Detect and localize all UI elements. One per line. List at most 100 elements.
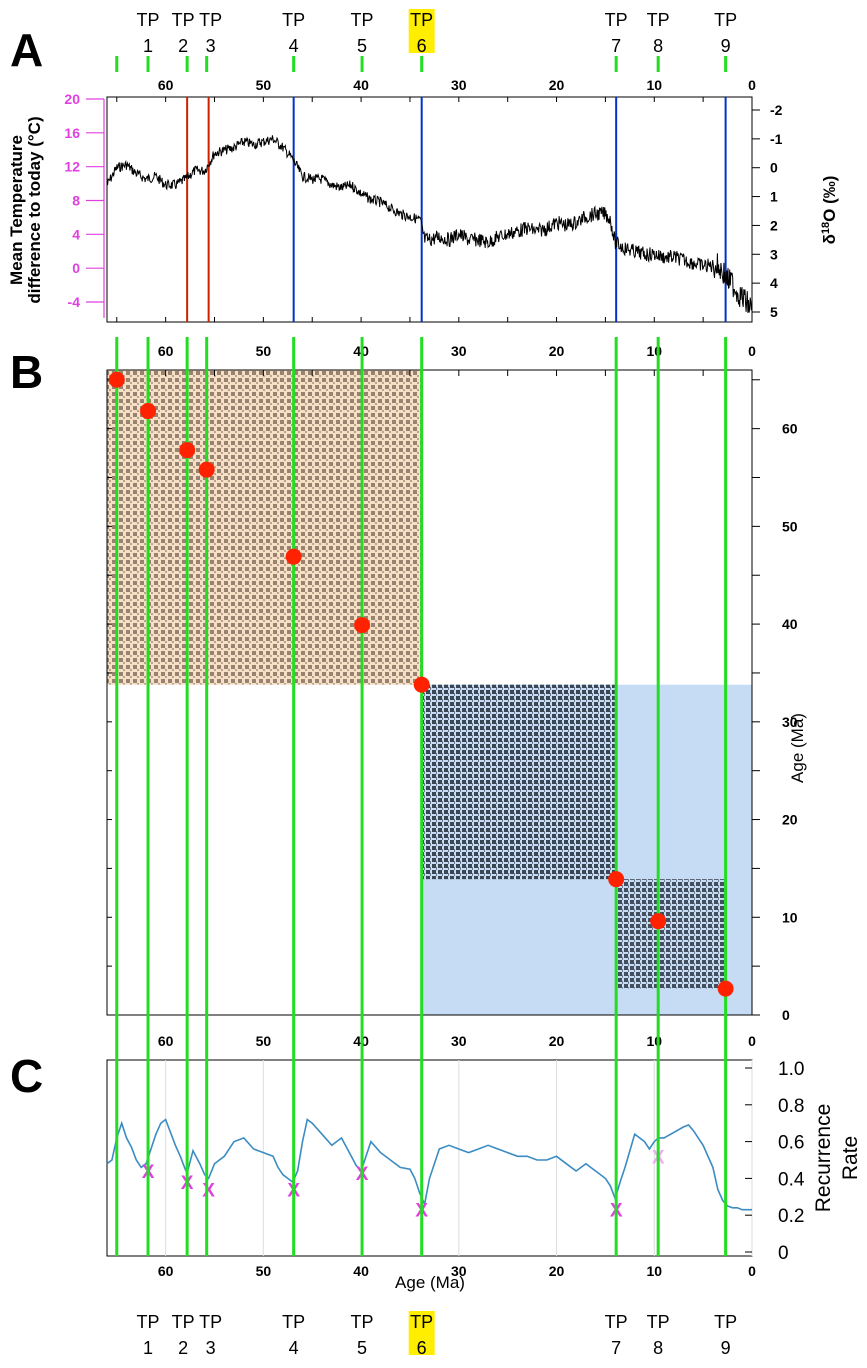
panel-label-b: B [10,346,43,398]
d18o-tick-label: 4 [770,275,778,291]
panel-a-x-tick: 10 [646,77,662,93]
d18o-tick-label: 5 [770,304,778,320]
left-axis-title-line2: difference to today (°C) [25,116,44,303]
warm-recurrence-texture [107,370,422,685]
panel-b-x-tick: 60 [158,343,174,359]
panel-a-event-lines [186,97,727,322]
tp-label-number: 2 [178,1338,188,1358]
tipping-point-dot [198,461,215,478]
temp-tick-label: 16 [64,125,80,141]
panel-b-y-tick: 0 [782,1007,790,1023]
panel-b-y-tick: 50 [782,518,798,534]
tp-label-word: TP [199,1312,222,1332]
recurrence-rate-curve [106,1118,752,1211]
panel-c-bottom-x-tick: 40 [353,1263,369,1279]
tp-label-number: 9 [721,1338,731,1358]
panel-c-bottom-x-tick: 30 [451,1263,467,1279]
panel-a-x-tick: 20 [549,77,565,93]
tp-label-word: TP [605,10,628,30]
panel-b-y-tick: 40 [782,616,798,632]
tp-label-word: TP [172,10,195,30]
tp-label-number: 1 [143,36,153,56]
panel-b-x-tick: 30 [451,343,467,359]
panel-b-right-ticks: 60 50 40 30 20 10 0 [107,379,798,1023]
tipping-point-dot [108,371,125,388]
tp-label-number: 9 [721,36,731,56]
temp-tick-label: 0 [72,260,80,276]
late-recurrence-block [616,879,726,989]
tipping-point-dot [413,676,430,693]
panel-c-y-axis-title-line2: Rate [839,1136,862,1180]
tipping-point-dot [285,548,302,565]
tp-label-word: TP [351,10,374,30]
panel-c-bottom-x-tick: 20 [549,1263,565,1279]
right-axis-title-rest: O (‰) [820,176,839,222]
tp-label-number: 1 [143,1338,153,1358]
tp-label-word: TP [605,1312,628,1332]
panel-a-frame [106,96,753,323]
tp-label-word: TP [172,1312,195,1332]
panel-c-y-tick: 0.2 [778,1206,804,1227]
panel-b-y-axis-title: Age (Ma) [788,713,807,783]
panel-c-chart: 60 50 40 30 20 10 0 60 50 40 30 20 10 0 1.0 0.8 0.6 0.4… [106,1033,862,1292]
panel-a-x-tick: 60 [158,77,174,93]
tp-label-number: 7 [611,36,621,56]
temp-tick-label: 4 [72,226,80,242]
tipping-point-dots [108,371,734,997]
panel-b-x-tick: 10 [646,343,662,359]
panel-c-y-tick: 1.0 [778,1059,804,1080]
right-axis-title: δ18O (‰) [820,176,839,245]
panel-b-frame [106,369,753,1016]
panel-c-gridlines [165,1060,753,1256]
tp-label-number: 6 [417,36,427,56]
panel-c-y-tick: 0.4 [778,1169,805,1190]
tp-labels-top: TP 1 TP 2 TP 3 TP 4 TP 5 TP 6 TP 7 TP 8 TP 9 [137,9,737,56]
panel-b-x-tick: 50 [256,343,272,359]
tp-label-number: 2 [178,36,188,56]
panel-c-top-x-tick: 50 [256,1033,272,1049]
tipping-point-dot [179,442,196,459]
panel-c-y-axis-title-line1: Recurrence [812,1104,835,1213]
d18o-tick-label: -1 [770,131,783,147]
panel-c-y-tick: 0.6 [778,1133,804,1154]
panel-a-x-tick: 0 [748,77,756,93]
tp-label-number: 8 [653,36,663,56]
panel-b-y-tick: 10 [782,909,798,925]
panel-c-top-x-tick: 10 [646,1033,662,1049]
temp-tick-label: 12 [64,159,80,175]
panel-a-x-tick: 40 [353,77,369,93]
panel-a-x-tick: 30 [451,77,467,93]
panel-a-left-ticks: 20 16 12 8 4 0 -4 [64,91,105,318]
tp-label-word: TP [137,1312,160,1332]
panel-c-top-x-tick: 20 [549,1033,565,1049]
tp-highlight-box [408,1311,435,1355]
tp-label-number: 6 [417,1338,427,1358]
tipping-point-dot [608,871,625,888]
panel-a-top-ticks: 60 50 40 30 20 10 0 [116,77,756,322]
tp-label-number: 3 [206,1338,216,1358]
tipping-point-dot [717,980,734,997]
d18o-tick-label: 3 [770,246,778,262]
tp-labels-bottom: TP 1 TP 2 TP 3 TP 4 TP 5 TP 6 TP 7 TP 8 TP 9 [137,1311,737,1358]
tp-label-number: 5 [357,1338,367,1358]
tp-label-number: 7 [611,1338,621,1358]
tipping-point-dot [650,913,667,930]
panel-b-chart: 60 50 40 30 20 10 0 60 50 40 30 20 10 0 Age (Ma) [106,343,807,1023]
right-axis-title-delta: δ [820,234,839,244]
temp-tick-label: -4 [68,294,81,310]
panel-c-bottom-ticks: 60 50 40 30 20 10 0 [158,1263,756,1279]
panel-c-bottom-x-tick: 60 [158,1263,174,1279]
temp-tick-label: 20 [64,91,80,107]
panel-b-y-tick: 20 [782,812,798,828]
tp-label-number: 8 [653,1338,663,1358]
tipping-point-dot [354,617,371,634]
panel-c-y-tick: 0.8 [778,1096,804,1117]
tp-label-word: TP [714,1312,737,1332]
tp-label-word: TP [647,1312,670,1332]
d18o-tick-label: 2 [770,217,778,233]
